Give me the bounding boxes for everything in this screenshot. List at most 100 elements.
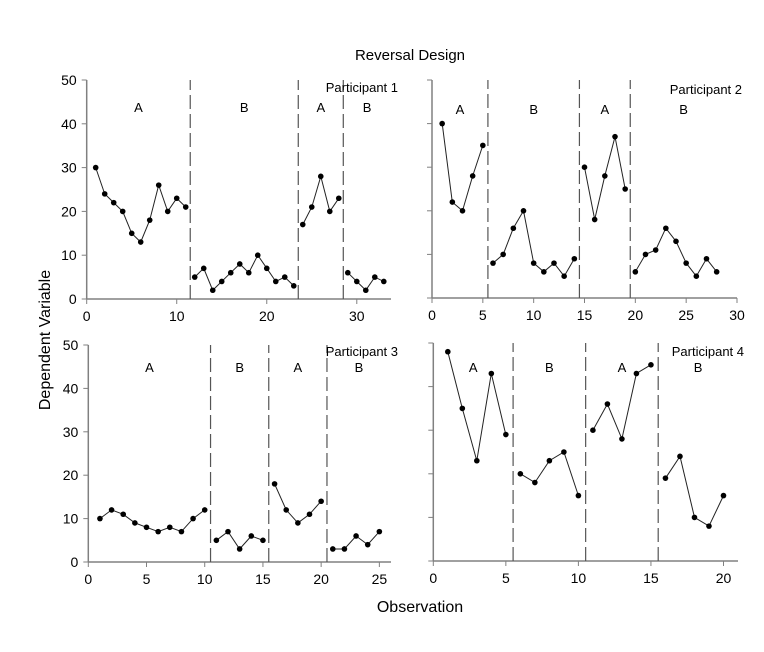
phase-label: B [240,100,249,115]
series-line [99,509,205,533]
data-point [143,524,150,531]
data-point [329,546,336,552]
y-tick-label: 20 [61,203,77,219]
data-point [353,533,359,539]
data-point [488,370,495,377]
x-tick-label: 25 [678,307,694,323]
data-point [364,541,371,548]
data-point [182,204,189,210]
data-point [561,273,567,280]
y-tick-label: 30 [63,424,79,440]
data-point [236,261,243,267]
data-point [201,507,208,513]
data-point [517,471,524,477]
y-tick-label: 50 [63,337,79,353]
data-point [132,520,138,526]
data-point [642,251,649,258]
data-point [362,287,369,294]
y-tick-label: 10 [61,247,77,263]
x-tick-label: 10 [169,308,185,324]
data-point [571,255,578,262]
series-line [592,364,652,441]
data-point [173,195,180,202]
data-point [500,251,506,258]
data-point [575,492,582,499]
data-point [490,260,496,266]
data-point [632,269,639,275]
data-point [341,546,348,552]
data-point [376,528,383,535]
data-point [662,475,669,481]
data-point [281,274,288,280]
phase-label: A [145,360,154,375]
data-point [602,173,608,179]
x-tick-label: 10 [197,571,213,587]
data-point [691,514,698,521]
data-point [648,362,654,368]
data-point [520,208,527,214]
data-point [510,225,517,232]
series-line [634,227,718,278]
data-point [449,199,456,205]
series-line [95,167,187,243]
data-point [480,142,486,149]
y-tick-label: 0 [69,291,77,307]
data-point [254,252,261,258]
phase-label: A [469,360,478,375]
x-tick-label: 20 [259,308,275,324]
panel-2: 0 5 10 15 20 25 30 A B A B Participant 2 [427,79,745,323]
data-point [318,498,324,505]
data-point [619,436,625,442]
y-tick-label: 10 [63,511,79,527]
data-point [128,230,135,237]
data-point [706,523,712,529]
phase-label: B [363,100,372,115]
data-point [581,164,588,170]
phase-label: A [618,360,627,375]
series-line [441,123,484,212]
data-point [120,511,127,518]
phase-label: B [545,360,554,375]
data-point [720,492,727,499]
x-tick-label: 30 [349,308,365,324]
phase-label: B [679,102,688,117]
participant-label: Participant 4 [672,344,744,359]
series-line [274,483,322,524]
x-tick-label: 10 [571,570,587,586]
data-point [335,195,342,202]
data-point [227,269,234,276]
data-point [546,457,553,464]
x-tick-label: 0 [83,308,91,324]
data-point [532,479,538,486]
y-tick-label: 50 [61,72,77,88]
data-point [283,507,290,513]
data-point [290,283,297,289]
data-point [530,260,537,266]
data-point [248,533,255,539]
data-point [541,269,547,275]
data-point [200,265,207,272]
series-line [492,209,575,278]
data-point [503,431,509,438]
data-point [633,370,640,377]
data-point [439,120,445,127]
x-tick-label: 15 [577,307,593,323]
data-point [371,274,378,280]
data-point [474,457,480,464]
x-tick-label: 15 [643,570,659,586]
data-point [612,133,618,140]
data-point [353,278,360,285]
y-tick-label: 0 [71,554,79,570]
data-point [245,269,252,276]
data-point [191,274,198,280]
x-tick-label: 0 [84,571,92,587]
data-point [652,247,659,253]
data-point [272,278,279,285]
data-point [178,528,185,535]
data-point [622,186,628,192]
data-point [683,260,689,266]
data-point [308,204,315,210]
